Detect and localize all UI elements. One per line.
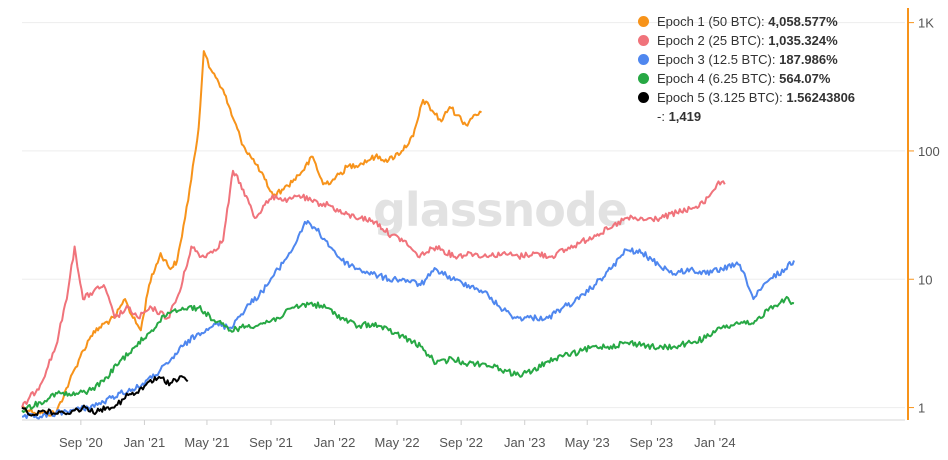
- legend-label: Epoch 4 (6.25 BTC):: [657, 71, 780, 86]
- legend-value: 1.56243806: [786, 90, 856, 105]
- legend: Epoch 1 (50 BTC): 4,058.577% Epoch 2 (25…: [638, 12, 888, 126]
- legend-dot-epoch-4: [638, 73, 649, 84]
- legend-item-epoch-5: Epoch 5 (3.125 BTC): 1.56243806: [638, 88, 888, 107]
- y-tick-label: 1: [918, 401, 925, 416]
- y-tick-label: 100: [918, 144, 940, 159]
- series-line-epoch-5: [21, 375, 189, 417]
- x-tick-label: May '21: [184, 435, 229, 450]
- legend-item-dash: -: 1,419: [638, 107, 888, 126]
- legend-dot-epoch-1: [638, 16, 649, 27]
- legend-dot-epoch-2: [638, 35, 649, 46]
- legend-dot-epoch-5: [638, 92, 649, 103]
- x-tick-label: May '22: [375, 435, 420, 450]
- legend-item-epoch-1: Epoch 1 (50 BTC): 4,058.577%: [638, 12, 888, 31]
- x-tick-label: Jan '23: [504, 435, 546, 450]
- legend-dot-dash: [638, 111, 649, 122]
- series-line-epoch-4: [21, 295, 795, 414]
- x-tick-label: Sep '23: [629, 435, 673, 450]
- grid-lines: [22, 22, 905, 409]
- series-line-epoch-1: [21, 50, 482, 417]
- series-line-epoch-2: [21, 169, 726, 408]
- series-lines: [21, 50, 795, 420]
- legend-dot-epoch-3: [638, 54, 649, 65]
- legend-label: Epoch 5 (3.125 BTC):: [657, 90, 787, 105]
- series-line-epoch-3: [21, 220, 795, 420]
- x-tick-label: Sep '20: [59, 435, 103, 450]
- x-tick-label: Sep '22: [439, 435, 483, 450]
- watermark: glassnode: [373, 183, 627, 237]
- x-tick-label: May '23: [565, 435, 610, 450]
- x-tick-label: Jan '21: [124, 435, 166, 450]
- x-axis-ticks: Sep '20 Jan '21 May '21 Sep '21 Jan '22 May '…: [59, 420, 736, 450]
- x-tick-label: Jan '22: [314, 435, 356, 450]
- y-tick-label: 10: [918, 272, 932, 287]
- legend-value: 1,035.324%: [768, 33, 838, 48]
- legend-label: -:: [657, 109, 669, 124]
- legend-label: Epoch 1 (50 BTC):: [657, 14, 769, 29]
- legend-label: Epoch 2 (25 BTC):: [657, 33, 769, 48]
- y-tick-label: 1K: [918, 16, 934, 31]
- x-tick-label: Jan '24: [694, 435, 736, 450]
- legend-label: Epoch 3 (12.5 BTC):: [657, 52, 780, 67]
- legend-value: 1,419: [668, 109, 702, 124]
- legend-item-epoch-4: Epoch 4 (6.25 BTC): 564.07%: [638, 69, 888, 88]
- y-axis-ticks: 1K 100 10 1: [908, 16, 940, 416]
- legend-value: 4,058.577%: [768, 14, 838, 29]
- x-tick-label: Sep '21: [249, 435, 293, 450]
- legend-item-epoch-3: Epoch 3 (12.5 BTC): 187.986%: [638, 50, 888, 69]
- legend-value: 187.986%: [779, 52, 838, 67]
- legend-value: 564.07%: [779, 71, 831, 86]
- legend-item-epoch-2: Epoch 2 (25 BTC): 1,035.324%: [638, 31, 888, 50]
